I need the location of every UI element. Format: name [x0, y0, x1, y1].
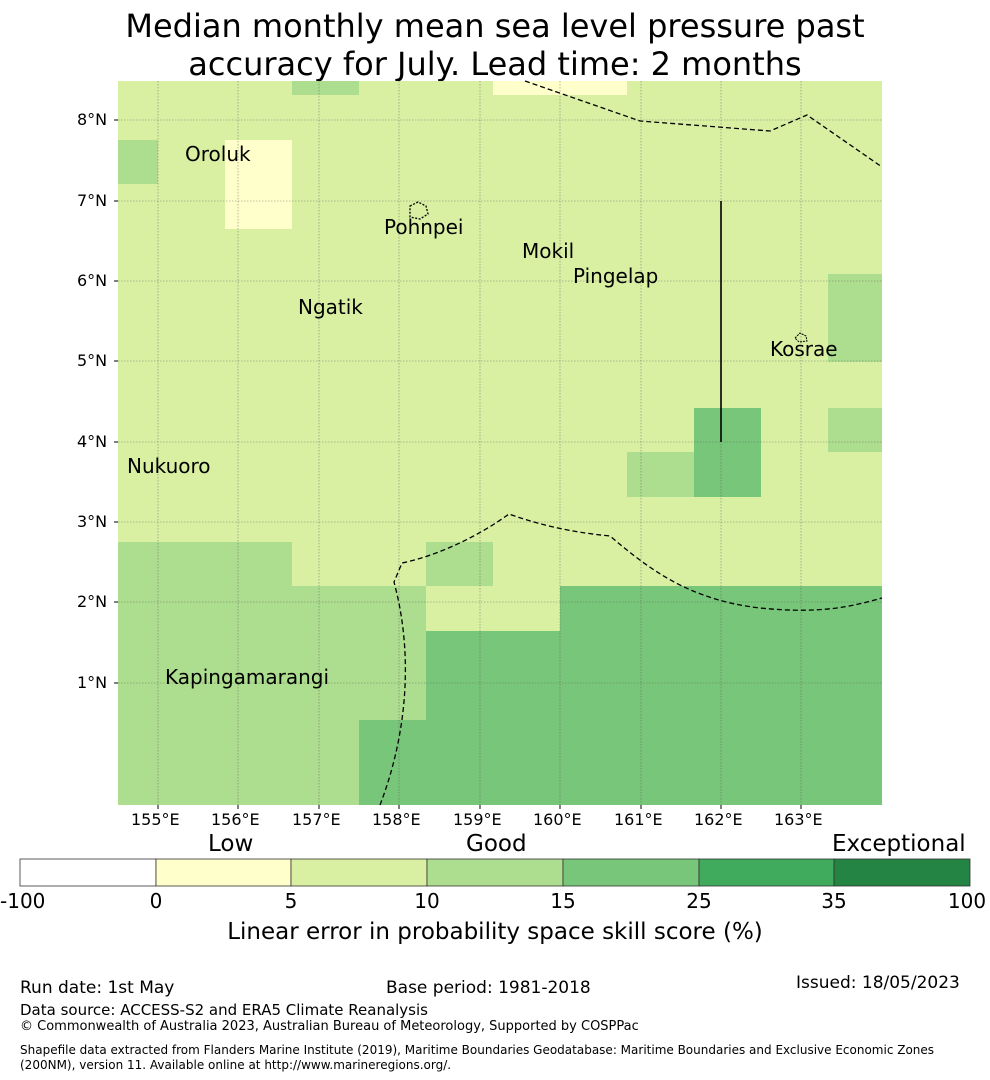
- colorbar-segment: [426, 858, 564, 887]
- colorbar-tick-label: 15: [550, 889, 576, 913]
- y-tick-label: 5°N: [77, 351, 108, 370]
- colorbar-segment: [562, 858, 700, 887]
- colorbar-segment: [698, 858, 835, 887]
- colorbar: [19, 858, 971, 887]
- kosrae-island: [794, 332, 808, 343]
- colorbar-label: Linear error in probability space skill …: [227, 919, 763, 945]
- skill-cell: [225, 140, 292, 229]
- data-source: Data source: ACCESS-S2 and ERA5 Climate …: [20, 1001, 428, 1019]
- place-label-pingelap: Pingelap: [573, 264, 659, 288]
- x-tick-label: 162°E: [694, 810, 743, 829]
- colorbar-tick-label: -100: [0, 889, 46, 913]
- axis-ticks: [114, 119, 802, 809]
- colorbar-segment: [290, 858, 428, 887]
- colorbar-tick-label: 0: [149, 889, 163, 913]
- x-tick-label: 161°E: [614, 810, 663, 829]
- map-title-line-1: Median monthly mean sea level pressure p…: [125, 7, 865, 45]
- place-label-ngatik: Ngatik: [298, 295, 363, 319]
- colorbar-tick-label: 35: [821, 889, 847, 913]
- y-tick-label: 2°N: [77, 592, 108, 611]
- skill-cell: [627, 452, 694, 497]
- skill-cell: [694, 408, 761, 497]
- skill-cell: [828, 408, 882, 452]
- map-grid: [118, 81, 882, 805]
- colorbar-segment: [19, 858, 157, 887]
- place-label-mokil: Mokil: [522, 239, 575, 263]
- y-tick-label: 8°N: [77, 110, 108, 129]
- map-title-line-2: accuracy for July. Lead time: 2 months: [188, 45, 802, 83]
- skill-cell: [426, 542, 493, 586]
- x-tick-label: 157°E: [292, 810, 341, 829]
- shapefile-credit-line-2: (200NM), version 11. Available online at…: [20, 1058, 452, 1072]
- x-tick-label: 158°E: [372, 810, 421, 829]
- y-tick-label: 7°N: [77, 191, 108, 210]
- colorbar-tick-label: 25: [686, 889, 712, 913]
- category-label-good: Good: [466, 831, 527, 857]
- shapefile-credit-line-1: Shapefile data extracted from Flanders M…: [20, 1043, 935, 1057]
- base-period: Base period: 1981-2018: [386, 978, 591, 998]
- place-label-kapingamarangi: Kapingamarangi: [165, 665, 330, 689]
- place-label-pohnpei: Pohnpei: [384, 215, 464, 239]
- skill-cell: [828, 274, 882, 362]
- place-label-nukuoro: Nukuoro: [127, 454, 211, 478]
- pohnpei-island: [409, 201, 429, 220]
- x-tick-label: 163°E: [774, 810, 823, 829]
- skill-cell: [118, 140, 158, 184]
- colorbar-segment: [833, 858, 971, 887]
- category-label-low: Low: [208, 831, 254, 857]
- skill-cell: [359, 720, 426, 805]
- y-tick-label: 6°N: [77, 271, 108, 290]
- place-label-kosrae: Kosrae: [770, 337, 838, 361]
- colorbar-tick-label: 5: [284, 889, 298, 913]
- skill-cell: [292, 81, 359, 95]
- place-label-oroluk: Oroluk: [185, 142, 251, 166]
- colorbar-tick-label: 10: [414, 889, 440, 913]
- y-tick-label: 3°N: [77, 512, 108, 531]
- copyright: © Commonwealth of Australia 2023, Austra…: [20, 1019, 639, 1034]
- x-tick-label: 160°E: [533, 810, 582, 829]
- x-tick-label: 156°E: [211, 810, 260, 829]
- category-label-exceptional: Exceptional: [832, 831, 966, 857]
- y-tick-label: 1°N: [77, 673, 108, 692]
- run-date: Run date: 1st May: [20, 978, 175, 998]
- x-tick-label: 155°E: [131, 810, 180, 829]
- eez-boundaries: [379, 80, 883, 806]
- colorbar-tick-label: 100: [947, 889, 987, 913]
- y-tick-label: 4°N: [77, 432, 108, 451]
- x-tick-label: 159°E: [453, 810, 502, 829]
- colorbar-segment: [155, 858, 292, 887]
- skill-cell: [426, 631, 560, 805]
- issued-date: Issued: 18/05/2023: [796, 973, 960, 993]
- skill-cell: [118, 542, 292, 805]
